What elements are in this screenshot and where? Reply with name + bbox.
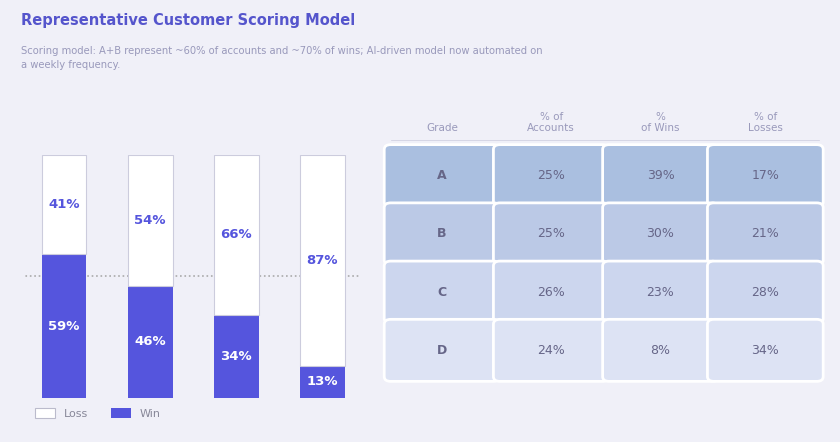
FancyBboxPatch shape <box>602 319 718 381</box>
FancyBboxPatch shape <box>493 261 609 323</box>
Text: 59%: 59% <box>48 320 80 332</box>
Text: 25%: 25% <box>538 227 565 240</box>
Text: 54%: 54% <box>134 214 165 227</box>
Text: 24%: 24% <box>538 344 565 357</box>
Text: % of
Losses: % of Losses <box>748 112 783 133</box>
Text: 13%: 13% <box>307 376 339 389</box>
FancyBboxPatch shape <box>384 145 500 207</box>
Text: Representative Customer Scoring Model: Representative Customer Scoring Model <box>21 13 355 28</box>
Bar <box>128 286 172 398</box>
Text: 46%: 46% <box>134 335 166 348</box>
Bar <box>214 315 259 398</box>
FancyBboxPatch shape <box>493 319 609 381</box>
Bar <box>128 155 172 286</box>
Text: %
of Wins: % of Wins <box>641 112 680 133</box>
Bar <box>41 155 87 254</box>
FancyBboxPatch shape <box>707 203 823 265</box>
Legend: Loss, Win: Loss, Win <box>31 404 165 423</box>
FancyBboxPatch shape <box>707 319 823 381</box>
Bar <box>300 366 345 398</box>
Bar <box>214 155 259 315</box>
Text: 17%: 17% <box>752 169 780 182</box>
Text: 34%: 34% <box>752 344 780 357</box>
FancyBboxPatch shape <box>707 261 823 323</box>
Text: 66%: 66% <box>220 229 252 241</box>
Text: 39%: 39% <box>647 169 675 182</box>
Text: Scoring model: A+B represent ~60% of accounts and ~70% of wins; AI-driven model : Scoring model: A+B represent ~60% of acc… <box>21 46 543 70</box>
Text: 8%: 8% <box>650 344 670 357</box>
Text: 87%: 87% <box>307 254 339 267</box>
Text: 30%: 30% <box>647 227 675 240</box>
Text: C: C <box>438 286 447 299</box>
Text: D: D <box>437 344 447 357</box>
Text: 21%: 21% <box>752 227 780 240</box>
Bar <box>300 155 345 366</box>
FancyBboxPatch shape <box>493 203 609 265</box>
Text: 41%: 41% <box>48 198 80 211</box>
Text: B: B <box>438 227 447 240</box>
FancyBboxPatch shape <box>602 261 718 323</box>
Bar <box>41 254 87 398</box>
Text: A: A <box>438 169 447 182</box>
Text: Grade: Grade <box>426 123 458 133</box>
Text: 34%: 34% <box>220 350 252 363</box>
FancyBboxPatch shape <box>384 319 500 381</box>
FancyBboxPatch shape <box>602 203 718 265</box>
Text: 28%: 28% <box>752 286 780 299</box>
Text: % of
Accounts: % of Accounts <box>528 112 575 133</box>
FancyBboxPatch shape <box>707 145 823 207</box>
FancyBboxPatch shape <box>384 261 500 323</box>
Text: 26%: 26% <box>538 286 565 299</box>
Text: 23%: 23% <box>647 286 675 299</box>
Text: 25%: 25% <box>538 169 565 182</box>
FancyBboxPatch shape <box>493 145 609 207</box>
FancyBboxPatch shape <box>602 145 718 207</box>
FancyBboxPatch shape <box>384 203 500 265</box>
